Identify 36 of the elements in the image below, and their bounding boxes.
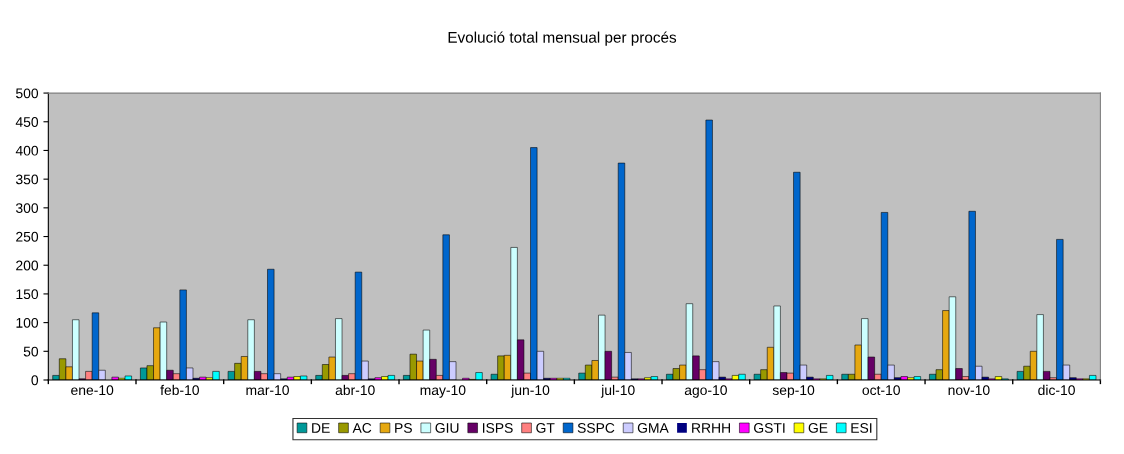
- y-tick-label: 50: [23, 346, 39, 357]
- legend-label: DE: [312, 423, 330, 433]
- x-tick-label: oct-10: [862, 385, 900, 396]
- y-tick-label: 500: [15, 88, 39, 99]
- x-tick-label: ene-10: [71, 385, 114, 396]
- legend-label: GMA: [637, 423, 669, 433]
- x-tick-label: jul-10: [600, 384, 635, 398]
- legend-label: RRHH: [692, 423, 730, 433]
- x-tick-label: may-10: [420, 385, 466, 398]
- y-tick-label: 150: [16, 289, 39, 300]
- legend-label: GSTI: [754, 423, 785, 433]
- x-tick-label: jun-10: [510, 384, 550, 398]
- legend-label: GIU: [435, 423, 459, 433]
- x-tick-label: feb-10: [160, 384, 199, 396]
- y-tick-label: 450: [15, 117, 39, 127]
- y-tick-label: 200: [16, 260, 39, 271]
- legend-label: GT: [536, 423, 555, 433]
- chart-title: Evolució total mensual per procés: [448, 31, 677, 46]
- legend-label: PS: [395, 423, 412, 433]
- x-tick-label: dic-10: [1038, 384, 1075, 396]
- y-tick-label: 350: [15, 174, 39, 185]
- legend-label: SSPC: [577, 423, 615, 433]
- legend-label: GE: [808, 423, 828, 433]
- x-tick-label: ago-10: [684, 385, 727, 398]
- legend-label: ISPS: [482, 423, 513, 433]
- y-tick-label: 300: [15, 203, 39, 214]
- legend-label: ESI: [851, 423, 872, 433]
- x-tick-label: nov-10: [948, 385, 990, 396]
- y-tick-label: 400: [15, 145, 39, 156]
- y-tick-label: 0: [31, 375, 39, 386]
- y-tick-label: 250: [16, 231, 39, 242]
- y-tick-label: 100: [16, 317, 39, 328]
- x-tick-label: mar-10: [246, 385, 289, 396]
- x-tick-label: sep-10: [772, 385, 815, 398]
- legend-label: AC: [352, 423, 372, 433]
- x-tick-label: abr-10: [335, 384, 375, 396]
